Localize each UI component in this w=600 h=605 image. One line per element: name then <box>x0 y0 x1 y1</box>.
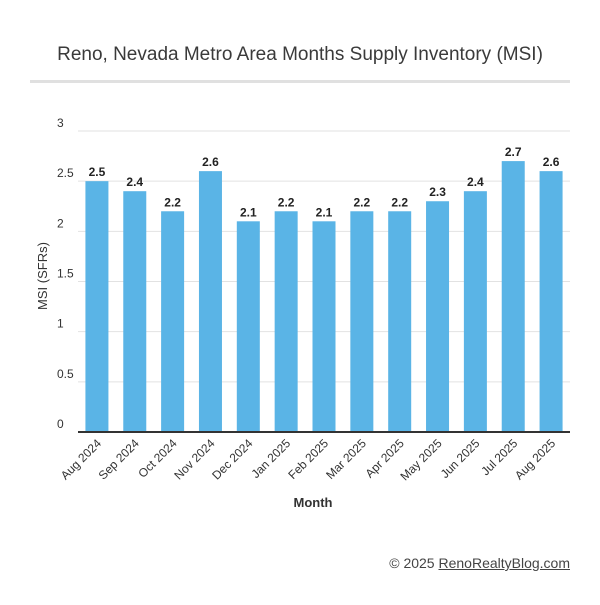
data-label: 2.4 <box>126 175 143 189</box>
chart-title: Reno, Nevada Metro Area Months Supply In… <box>57 44 543 65</box>
bar <box>236 221 260 432</box>
bar <box>426 201 450 432</box>
data-label: 2.6 <box>543 155 560 169</box>
y-tick-label: 3 <box>57 116 64 130</box>
x-tick-label: Mar 2025 <box>323 436 369 482</box>
data-label: 2.6 <box>202 155 219 169</box>
title-divider <box>30 80 570 83</box>
x-tick-label: Feb 2025 <box>285 436 331 482</box>
bar <box>350 211 374 432</box>
bar <box>274 211 298 432</box>
y-tick-label: 2 <box>57 216 64 230</box>
data-label: 2.2 <box>278 195 295 209</box>
x-tick-label: Jun 2025 <box>438 436 483 481</box>
data-label: 2.4 <box>467 175 484 189</box>
y-tick-label: 0.5 <box>57 367 74 381</box>
data-label: 2.1 <box>240 205 257 219</box>
bar <box>463 191 487 432</box>
bar <box>161 211 185 432</box>
copyright-footer: © 2025 RenoRealtyBlog.com <box>389 555 570 571</box>
data-label: 2.2 <box>391 195 408 209</box>
bar <box>388 211 412 432</box>
y-axis-title: MSI (SFRs) <box>35 242 50 310</box>
copyright-text: © 2025 <box>389 555 435 571</box>
bar <box>312 221 336 432</box>
y-tick-label: 0 <box>57 417 64 431</box>
bar <box>198 171 222 432</box>
x-axis-title: Month <box>294 495 333 510</box>
x-tick-label: May 2025 <box>397 436 444 483</box>
bar <box>501 161 525 432</box>
data-label: 2.3 <box>429 185 446 199</box>
data-label: 2.2 <box>164 195 181 209</box>
x-tick-label: Aug 2025 <box>512 436 558 482</box>
bar <box>85 181 109 432</box>
data-label: 2.2 <box>354 195 371 209</box>
x-tick-label: Dec 2024 <box>209 436 255 482</box>
x-tick-label: Sep 2024 <box>96 436 142 482</box>
bar <box>123 191 147 432</box>
data-label: 2.7 <box>505 145 522 159</box>
y-tick-label: 2.5 <box>57 166 74 180</box>
data-label: 2.5 <box>89 165 106 179</box>
bar <box>539 171 563 432</box>
data-label: 2.1 <box>316 205 333 219</box>
y-tick-label: 1.5 <box>57 267 74 281</box>
y-tick-label: 1 <box>57 317 64 331</box>
site-link[interactable]: RenoRealtyBlog.com <box>438 555 570 571</box>
